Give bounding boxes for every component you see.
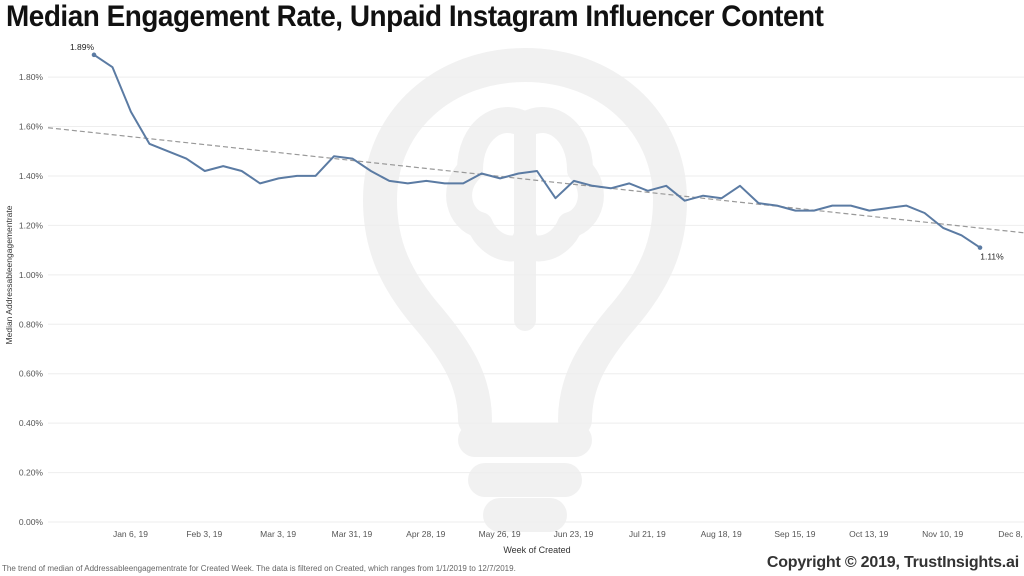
x-tick-label: Dec 8, 19 bbox=[998, 529, 1024, 539]
y-tick-label: 0.60% bbox=[19, 369, 44, 379]
x-tick-label: Aug 18, 19 bbox=[701, 529, 742, 539]
x-axis-label: Week of Created bbox=[503, 545, 570, 555]
y-axis-ticks: 0.00% 0.20% 0.40% 0.60% 0.80% 1.00% 1.20% 1.40%… bbox=[19, 72, 44, 527]
data-label: 1.89% bbox=[70, 42, 95, 52]
x-tick-label: Jun 23, 19 bbox=[554, 529, 594, 539]
x-tick-label: Nov 10, 19 bbox=[922, 529, 963, 539]
x-tick-label: Jul 21, 19 bbox=[629, 529, 666, 539]
y-tick-label: 1.20% bbox=[19, 220, 44, 230]
gridlines bbox=[48, 76, 1024, 523]
y-tick-label: 1.80% bbox=[19, 72, 44, 82]
y-tick-label: 1.00% bbox=[19, 270, 44, 280]
x-tick-label: Mar 31, 19 bbox=[332, 529, 373, 539]
chart-title: Median Engagement Rate, Unpaid Instagram… bbox=[6, 0, 824, 33]
y-tick-label: 1.40% bbox=[19, 171, 44, 181]
y-axis-label: Median Addressableengagementrate bbox=[4, 205, 14, 344]
x-tick-label: Sep 15, 19 bbox=[774, 529, 815, 539]
copyright: Copyright © 2019, TrustInsights.ai bbox=[766, 554, 1019, 571]
series-line bbox=[93, 53, 981, 249]
y-tick-label: 1.60% bbox=[19, 122, 44, 132]
annotation-point bbox=[91, 52, 97, 58]
x-axis-ticks: Jan 6, 19 Feb 3, 19 Mar 3, 19 Mar 31, 19 Apr… bbox=[113, 529, 1024, 539]
y-tick-label: 0.40% bbox=[19, 418, 44, 428]
y-tick-label: 0.20% bbox=[19, 468, 44, 478]
watermark-lightbulb-icon bbox=[363, 48, 687, 532]
data-label: 1.11% bbox=[980, 252, 1004, 262]
y-tick-label: 0.00% bbox=[19, 517, 44, 527]
x-tick-label: Oct 13, 19 bbox=[849, 529, 888, 539]
x-tick-label: Jan 6, 19 bbox=[113, 529, 148, 539]
x-tick-label: May 26, 19 bbox=[479, 529, 521, 539]
trend-line bbox=[47, 127, 1024, 234]
y-tick-label: 0.80% bbox=[19, 319, 44, 329]
x-tick-label: Apr 28, 19 bbox=[406, 529, 445, 539]
annotation-point bbox=[977, 245, 983, 250]
x-tick-label: Mar 3, 19 bbox=[260, 529, 296, 539]
x-tick-label: Feb 3, 19 bbox=[186, 529, 222, 539]
footnote: The trend of median of Addressableengage… bbox=[2, 564, 516, 573]
annotations: 1.89% 1.11% bbox=[70, 42, 1004, 262]
